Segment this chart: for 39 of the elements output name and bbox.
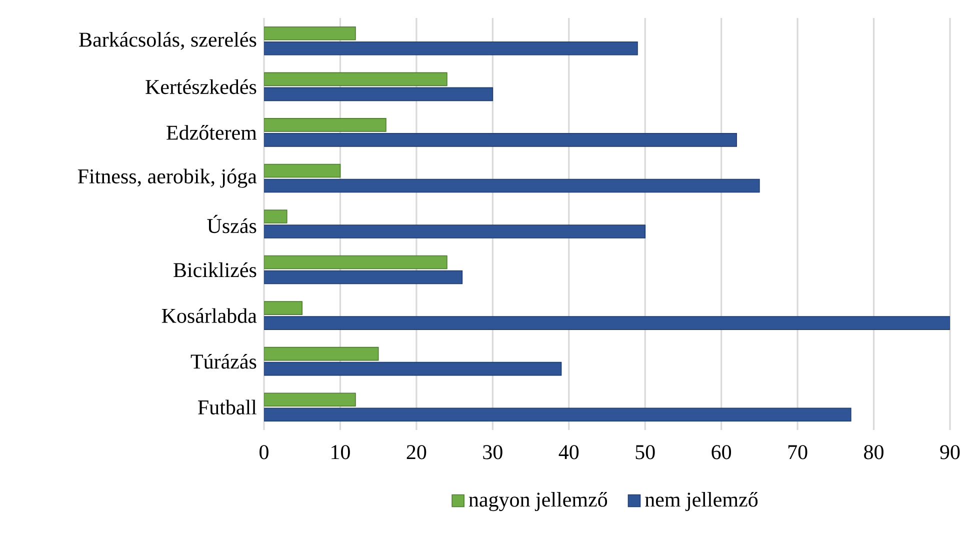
x-tick-label: 50 <box>636 445 655 460</box>
bar <box>264 270 463 284</box>
y-tick-label: Edzőterem <box>166 125 257 140</box>
y-tick-label: Biciklizés <box>174 262 256 278</box>
x-tick-label: 20 <box>406 445 426 460</box>
bar <box>264 346 379 361</box>
bar <box>264 255 448 270</box>
y-tick-label: Úszás <box>207 214 256 234</box>
y-tick-label: Kertészkedés <box>146 79 256 94</box>
x-tick-label: 70 <box>788 445 808 460</box>
bar <box>264 316 950 330</box>
x-tick-label: 80 <box>864 445 884 460</box>
bar <box>264 408 852 422</box>
y-tick-label: Futball <box>198 400 257 415</box>
legend-label: nem jellemző <box>645 492 758 512</box>
bar <box>264 72 448 86</box>
bar <box>264 301 303 315</box>
bar <box>264 362 562 376</box>
bar <box>264 392 356 407</box>
y-tick-label: Túrázás <box>190 354 256 369</box>
y-tick-label: Kosárlabda <box>162 308 257 323</box>
bar <box>264 26 356 40</box>
x-tick-label: 40 <box>558 445 579 460</box>
bar <box>264 210 288 224</box>
bar <box>264 42 638 56</box>
x-tick-label: 60 <box>712 445 732 460</box>
legend-label: nagyon jellemző <box>468 492 608 512</box>
y-tick-label: Barkácsolás, szerelés <box>79 32 256 50</box>
bar <box>264 118 386 132</box>
bar <box>264 224 646 238</box>
bar <box>264 87 494 102</box>
x-tick-label: 0 <box>260 445 268 460</box>
bar <box>264 164 341 178</box>
bar <box>264 133 737 147</box>
x-tick-label: 90 <box>940 445 960 460</box>
y-tick-label: Fitness, aerobik, jóga <box>78 168 257 188</box>
x-tick-label: 30 <box>483 445 502 460</box>
bar <box>264 178 760 193</box>
x-tick-label: 10 <box>332 445 350 460</box>
